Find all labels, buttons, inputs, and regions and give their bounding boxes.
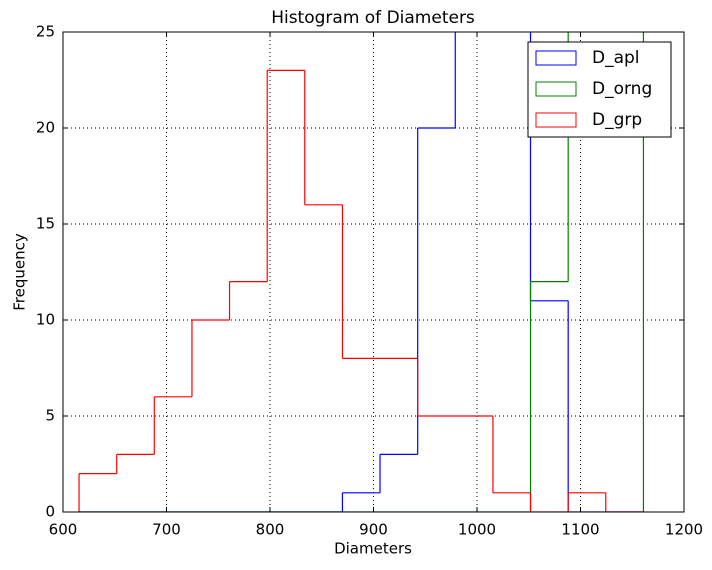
x-tick-label: 1100 [561, 521, 599, 539]
legend-swatch [535, 112, 577, 128]
y-tick-label: 15 [36, 215, 55, 233]
legend-swatch [535, 50, 577, 66]
legend-label: D_orng [592, 79, 652, 99]
chart-title: Histogram of Diameters [271, 8, 475, 28]
legend: D_apl D_orng D_grp [527, 41, 672, 138]
x-tick-label: 1200 [665, 521, 703, 539]
y-tick-label: 5 [45, 407, 55, 425]
x-axis-label: Diameters [334, 540, 412, 558]
y-tick-label: 20 [36, 119, 55, 137]
legend-label: D_grp [592, 110, 642, 130]
y-tick-label: 25 [36, 23, 55, 41]
y-tick-label: 10 [36, 311, 55, 329]
legend-box [527, 41, 672, 138]
x-tick-label: 600 [49, 521, 78, 539]
y-tick-label: 0 [45, 503, 55, 521]
x-tick-label: 1000 [458, 521, 496, 539]
legend-swatch [535, 81, 577, 97]
x-tick-label: 900 [359, 521, 388, 539]
x-tick-label: 700 [152, 521, 181, 539]
x-tick-label: 800 [256, 521, 285, 539]
legend-label: D_apl [592, 48, 640, 68]
y-axis-label: Frequency [11, 233, 29, 311]
